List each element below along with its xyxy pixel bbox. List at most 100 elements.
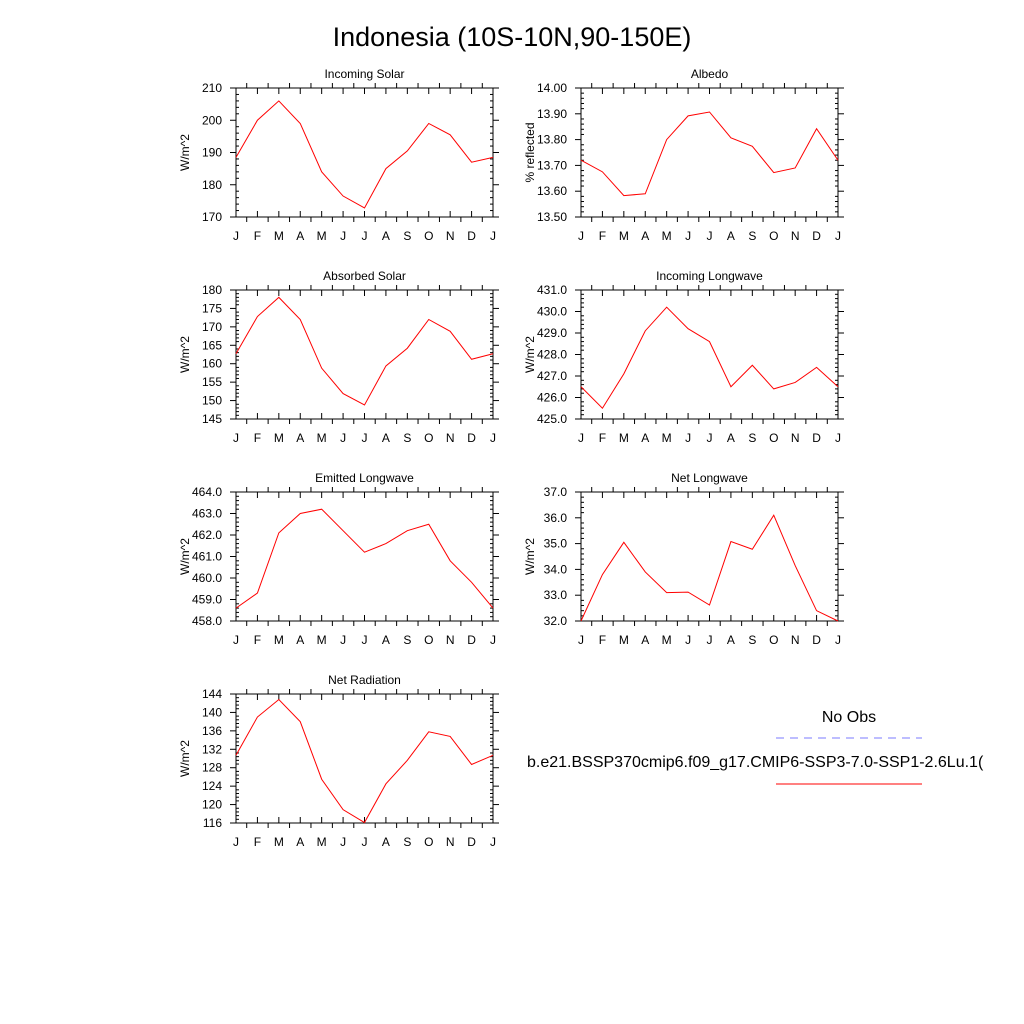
- x-tick-label: M: [619, 229, 629, 243]
- x-tick-label: O: [424, 431, 433, 445]
- plot-frame: [235, 87, 494, 218]
- y-axis-label: W/m^2: [178, 538, 192, 575]
- x-tick-label: A: [727, 431, 735, 445]
- x-tick-label: A: [296, 229, 304, 243]
- y-tick-label: 37.0: [544, 485, 568, 499]
- x-tick-label: J: [362, 633, 368, 647]
- plot-frame: [580, 289, 839, 420]
- x-tick-label: J: [578, 229, 584, 243]
- x-tick-label: M: [274, 835, 284, 849]
- x-tick-label: N: [791, 431, 800, 445]
- x-tick-label: M: [662, 229, 672, 243]
- x-tick-label: J: [340, 633, 346, 647]
- x-tick-label: A: [382, 229, 390, 243]
- x-tick-label: J: [707, 633, 713, 647]
- x-tick-label: J: [578, 633, 584, 647]
- x-tick-label: D: [812, 229, 821, 243]
- series-line-emitted-longwave: [235, 508, 494, 609]
- y-tick-label: 160: [202, 357, 222, 371]
- x-tick-label: J: [490, 835, 496, 849]
- x-tick-label: O: [769, 431, 778, 445]
- y-axis-label: W/m^2: [523, 538, 537, 575]
- panel-title: Incoming Solar: [324, 67, 404, 81]
- x-tick-label: N: [446, 835, 455, 849]
- y-tick-label: 460.0: [192, 571, 222, 585]
- x-tick-label: J: [707, 229, 713, 243]
- x-tick-label: J: [362, 431, 368, 445]
- x-tick-label: J: [362, 835, 368, 849]
- x-tick-label: S: [748, 229, 756, 243]
- x-tick-label: J: [835, 229, 841, 243]
- y-tick-label: 180: [202, 178, 222, 192]
- x-tick-label: A: [382, 431, 390, 445]
- x-tick-label: A: [382, 633, 390, 647]
- x-tick-label: J: [578, 431, 584, 445]
- y-axis-label: % reflected: [523, 122, 537, 182]
- plot-frame: [235, 289, 494, 420]
- x-tick-label: A: [727, 633, 735, 647]
- y-tick-label: 427.0: [537, 369, 567, 383]
- x-tick-label: S: [403, 229, 411, 243]
- x-tick-label: O: [424, 229, 433, 243]
- x-tick-label: J: [340, 431, 346, 445]
- x-tick-label: A: [641, 229, 649, 243]
- panel-title: Incoming Longwave: [656, 269, 763, 283]
- y-tick-label: 144: [202, 687, 222, 701]
- series-line-albedo: [580, 111, 839, 197]
- x-tick-label: A: [296, 633, 304, 647]
- y-tick-label: 32.0: [544, 614, 568, 628]
- x-tick-label: M: [619, 431, 629, 445]
- y-tick-label: 116: [203, 816, 222, 830]
- x-tick-label: F: [254, 835, 261, 849]
- y-tick-label: 190: [202, 146, 222, 160]
- y-tick-label: 120: [202, 798, 222, 812]
- x-tick-label: D: [812, 431, 821, 445]
- x-tick-label: J: [685, 431, 691, 445]
- x-tick-label: J: [707, 431, 713, 445]
- figure-title: Indonesia (10S-10N,90-150E): [333, 22, 692, 52]
- x-tick-label: A: [641, 431, 649, 445]
- x-tick-label: F: [599, 633, 606, 647]
- series-line-incoming-longwave: [580, 306, 839, 410]
- x-tick-label: J: [685, 633, 691, 647]
- x-tick-label: J: [490, 633, 496, 647]
- y-tick-label: 459.0: [192, 593, 222, 607]
- y-tick-label: 34.0: [544, 562, 568, 576]
- y-tick-label: 462.0: [192, 528, 222, 542]
- y-tick-label: 464.0: [192, 485, 222, 499]
- x-tick-label: A: [382, 835, 390, 849]
- y-tick-label: 463.0: [192, 507, 222, 521]
- panel-title: Emitted Longwave: [315, 471, 414, 485]
- x-tick-label: M: [274, 633, 284, 647]
- x-tick-label: D: [467, 633, 476, 647]
- x-tick-label: F: [599, 229, 606, 243]
- y-tick-label: 461.0: [192, 550, 222, 564]
- x-tick-label: O: [769, 633, 778, 647]
- x-tick-label: J: [340, 835, 346, 849]
- x-tick-label: N: [791, 633, 800, 647]
- y-tick-label: 175: [202, 301, 222, 315]
- y-tick-label: 428.0: [537, 348, 567, 362]
- x-tick-label: M: [662, 633, 672, 647]
- y-tick-label: 13.80: [537, 133, 567, 147]
- x-tick-label: A: [296, 835, 304, 849]
- x-tick-label: M: [274, 431, 284, 445]
- x-tick-label: O: [424, 633, 433, 647]
- y-tick-label: 155: [202, 375, 222, 389]
- x-tick-label: J: [835, 633, 841, 647]
- plot-frame: [235, 693, 494, 824]
- x-tick-label: A: [641, 633, 649, 647]
- x-tick-label: N: [446, 229, 455, 243]
- x-tick-label: A: [296, 431, 304, 445]
- x-tick-label: J: [685, 229, 691, 243]
- x-tick-label: D: [467, 835, 476, 849]
- x-tick-label: J: [362, 229, 368, 243]
- x-tick-label: M: [619, 633, 629, 647]
- x-tick-label: J: [835, 431, 841, 445]
- x-tick-label: J: [233, 229, 239, 243]
